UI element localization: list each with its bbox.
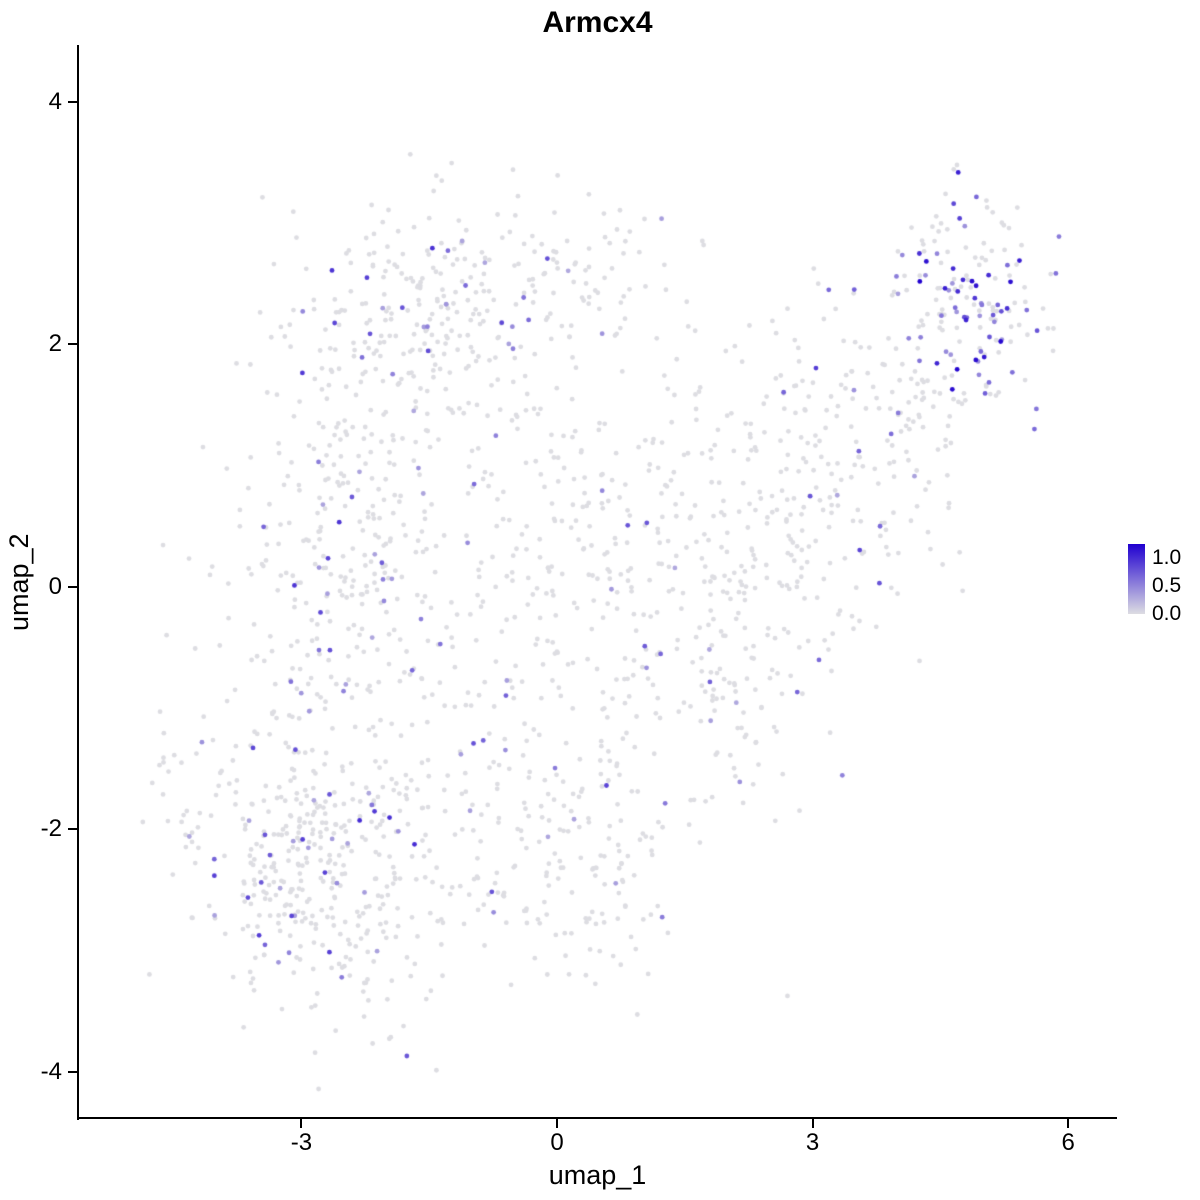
y-tick-label: 2 bbox=[48, 330, 62, 358]
plot-title: Armcx4 bbox=[542, 6, 653, 39]
x-tick-mark bbox=[811, 1119, 814, 1128]
y-tick-label: 0 bbox=[48, 572, 62, 600]
x-tick-mark bbox=[1067, 1119, 1070, 1128]
legend-gradient-bar bbox=[1128, 544, 1145, 614]
y-tick-mark bbox=[68, 1070, 77, 1073]
x-axis-line bbox=[77, 1117, 1117, 1119]
y-tick-label: -2 bbox=[40, 815, 62, 843]
x-tick-label: 6 bbox=[1061, 1129, 1075, 1156]
y-tick-mark bbox=[68, 828, 77, 831]
x-tick-label: -3 bbox=[290, 1129, 313, 1156]
y-axis-label: umap_2 bbox=[4, 533, 34, 631]
x-axis-label: umap_1 bbox=[548, 1160, 647, 1190]
legend-tick-label: 1.0 bbox=[1152, 546, 1182, 569]
y-tick-mark bbox=[68, 100, 77, 103]
y-tick-mark bbox=[68, 585, 77, 588]
legend-tick-label: 0.0 bbox=[1152, 602, 1182, 625]
y-tick-label: 4 bbox=[48, 87, 62, 115]
legend-tick-label: 0.5 bbox=[1152, 574, 1182, 597]
x-tick-mark bbox=[556, 1119, 559, 1128]
x-tick-mark bbox=[300, 1119, 303, 1128]
x-tick-label: 0 bbox=[550, 1129, 564, 1156]
x-tick-label: 3 bbox=[805, 1129, 820, 1156]
y-tick-mark bbox=[68, 343, 77, 346]
y-tick-label: -4 bbox=[40, 1057, 62, 1085]
y-axis-line bbox=[77, 45, 79, 1120]
